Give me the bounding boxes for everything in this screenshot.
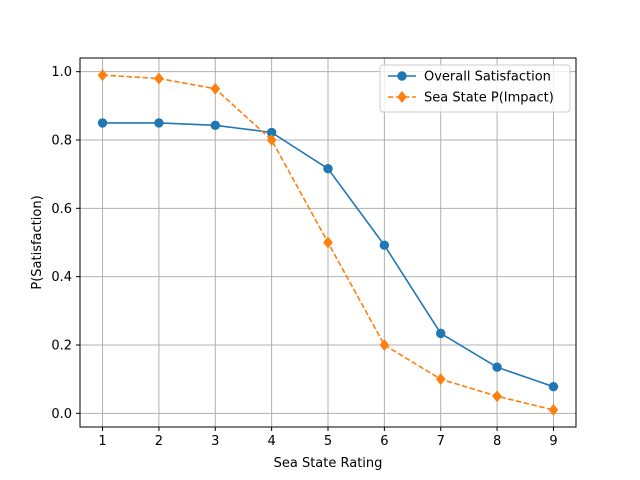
legend-marker — [397, 71, 407, 81]
data-point — [379, 338, 390, 352]
data-point — [97, 118, 108, 128]
grid-layer — [80, 58, 576, 427]
data-point — [323, 236, 333, 249]
data-point — [97, 69, 108, 82]
data-point — [436, 328, 446, 339]
legend-entry: Sea State P(Impact) — [388, 91, 554, 106]
legend-entries: Overall Satisfaction Sea State P(Impact) — [388, 70, 554, 106]
x-tick-label: 6 — [380, 434, 388, 449]
legend-entry: Overall Satisfaction — [388, 70, 551, 85]
data-point — [266, 133, 277, 147]
legend-label: Sea State P(Impact) — [424, 91, 554, 106]
data-point — [435, 373, 446, 386]
y-tick-label: 0.2 — [51, 339, 72, 354]
data-point — [548, 403, 559, 416]
y-tick-label: 0.8 — [51, 134, 72, 149]
legend-marker — [397, 90, 407, 104]
x-tick-label: 1 — [98, 434, 106, 449]
data-point — [379, 240, 390, 250]
data-point — [154, 72, 164, 85]
x-tick-label: 4 — [267, 434, 275, 449]
x-tick-label: 9 — [549, 434, 557, 449]
data-point — [548, 381, 559, 392]
series-overall-satisfaction — [97, 118, 559, 392]
y-tick-label: 0.6 — [51, 202, 72, 217]
y-axis-label: P(Satisfaction) — [30, 195, 45, 289]
data-point — [492, 390, 502, 403]
x-axis-label: Sea State Rating — [274, 456, 383, 471]
tick-layer: 1 2 3 4 5 6 7 8 9 0.0 0.2 0.4 0.6 0.8 1.0 — [51, 65, 557, 449]
data-point — [210, 120, 220, 131]
legend-label: Overall Satisfaction — [424, 70, 551, 85]
y-tick-label: 0.0 — [51, 407, 72, 422]
x-tick-label: 5 — [324, 434, 332, 449]
x-tick-label: 3 — [211, 434, 219, 449]
data-point — [154, 118, 164, 128]
x-tick-label: 7 — [437, 434, 445, 449]
y-tick-label: 1.0 — [51, 65, 72, 80]
series-sea-state-impact — [97, 69, 559, 416]
data-point — [210, 82, 221, 95]
data-point — [323, 164, 333, 174]
x-tick-label: 2 — [155, 434, 163, 449]
y-tick-label: 0.4 — [51, 270, 72, 285]
series-layer — [97, 69, 559, 416]
legend-box — [379, 64, 571, 113]
legend: Overall Satisfaction Sea State P(Impact) — [379, 64, 571, 113]
x-tick-label: 8 — [493, 434, 501, 449]
data-point — [492, 362, 502, 372]
